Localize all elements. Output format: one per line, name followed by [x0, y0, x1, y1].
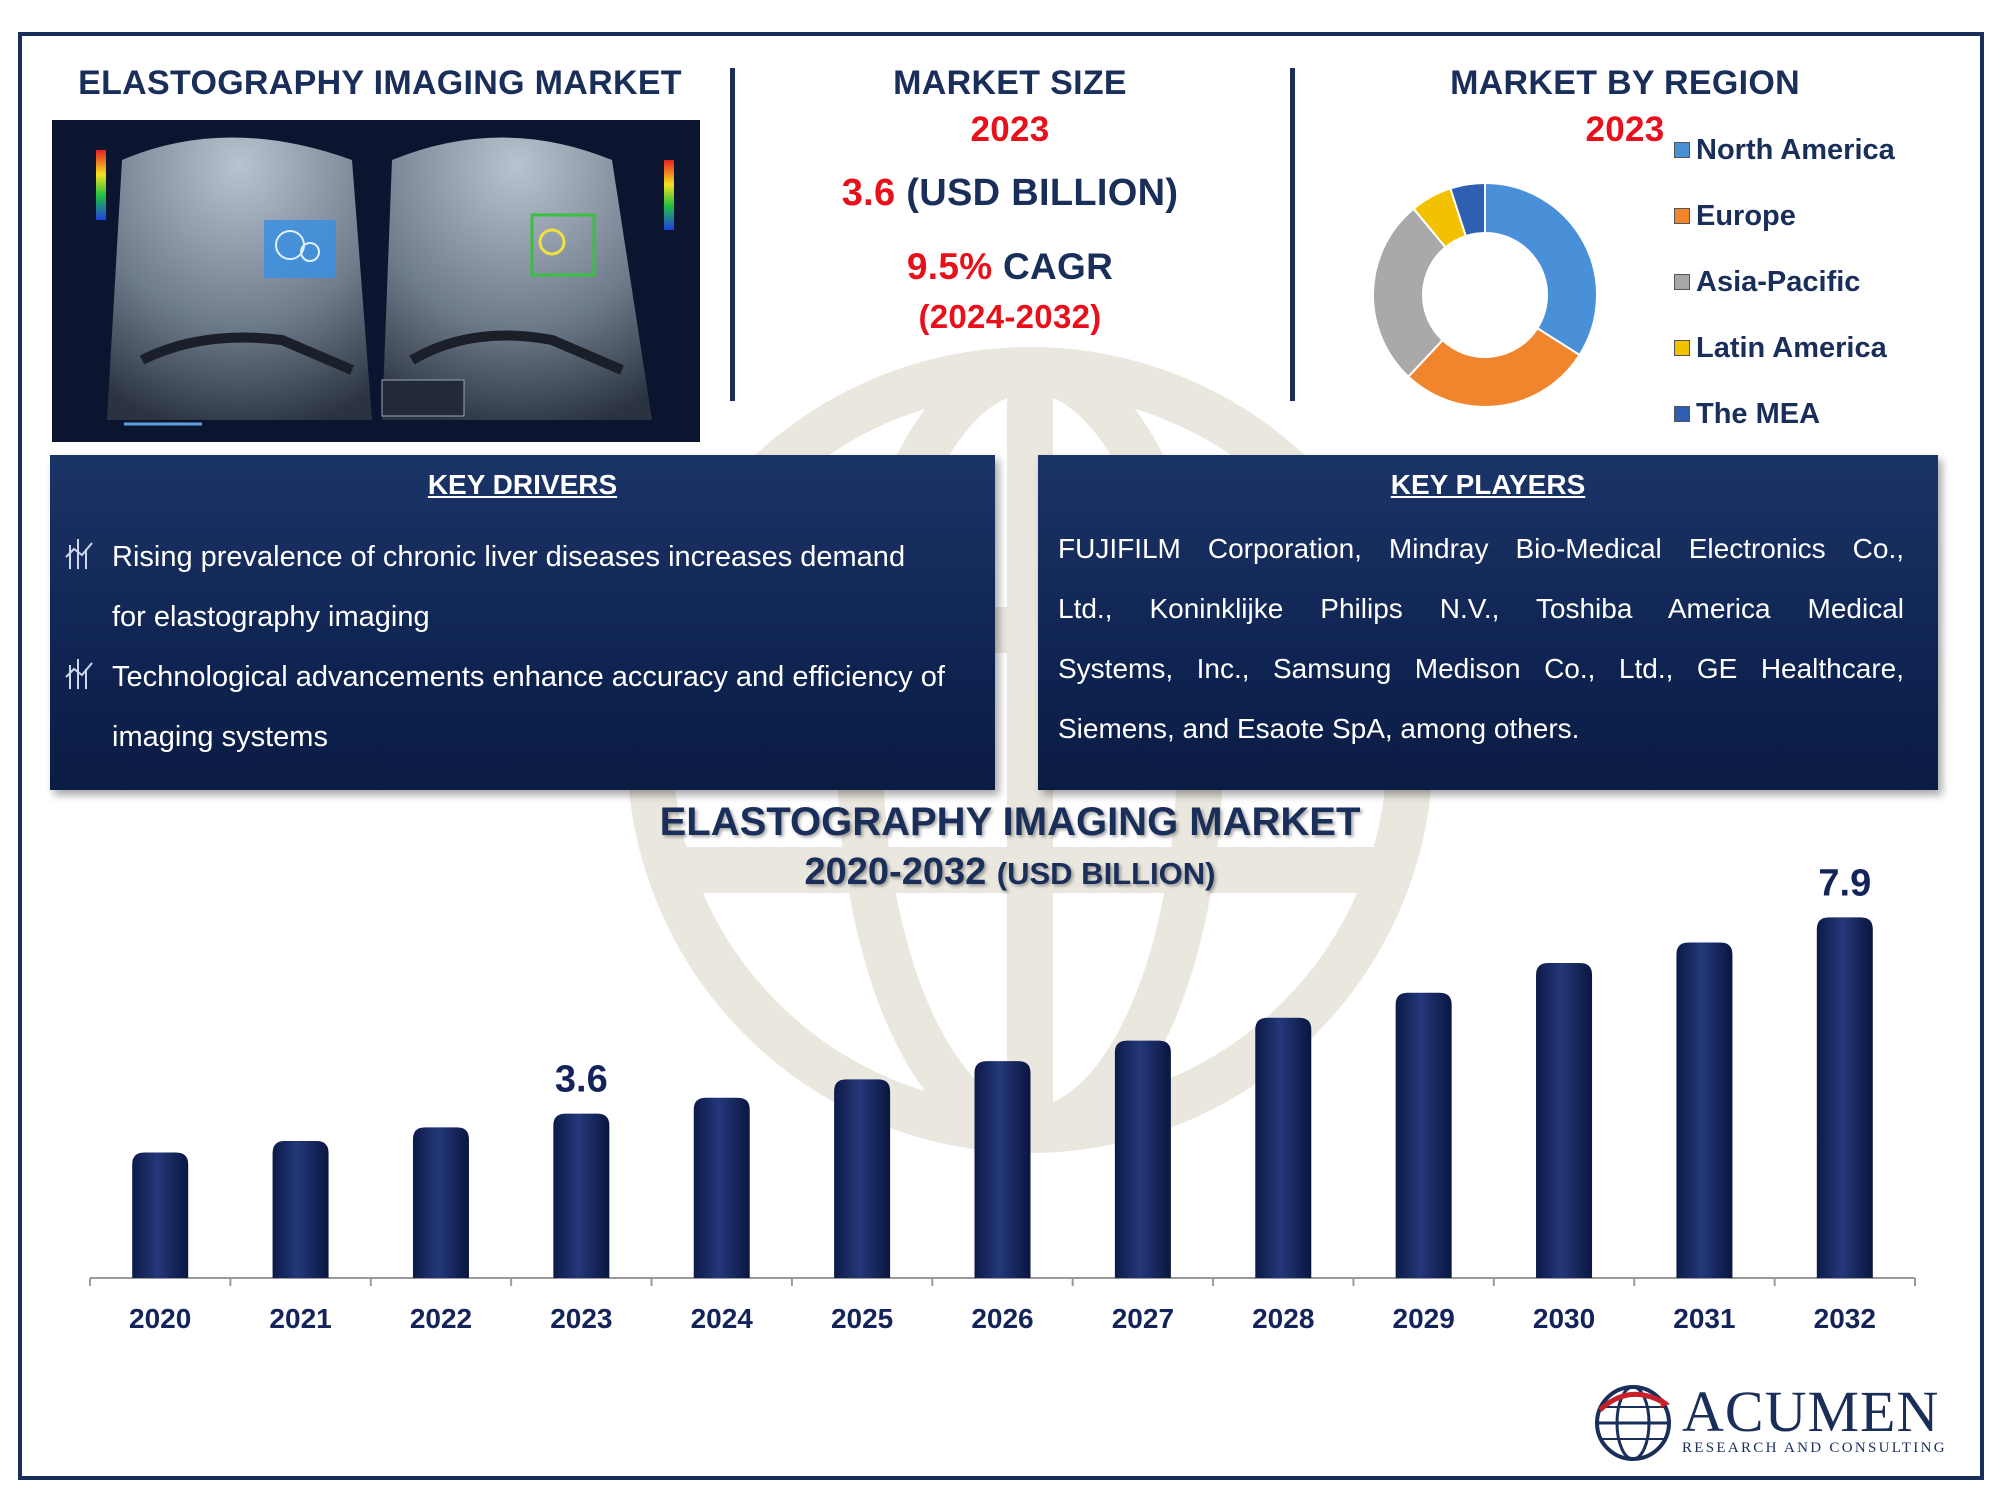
x-tick-label-2032: 2032	[1814, 1303, 1876, 1334]
legend-swatch-europe	[1674, 208, 1690, 224]
legend-asia-pacific: Asia-Pacific	[1674, 262, 1861, 302]
x-tick-label-2029: 2029	[1393, 1303, 1455, 1334]
bar-chart-title: ELASTOGRAPHY IMAGING MARKET 2020-2032 (U…	[640, 800, 1380, 894]
players-line-4: Siemens, and Esaote SpA, among others.	[1058, 713, 1580, 744]
bar-chart-years: 2020-2032	[804, 851, 987, 893]
bar-2027	[1114, 1040, 1171, 1278]
legend-label-the-mea: The MEA	[1696, 398, 1821, 430]
players-line-1: FUJIFILM Corporation, Mindray Bio-Medica…	[1058, 533, 1904, 564]
x-tick-label-2021: 2021	[269, 1303, 331, 1334]
x-tick-label-2028: 2028	[1252, 1303, 1314, 1334]
bar-chart-title-line-2: 2020-2032 (USD BILLION)	[640, 851, 1380, 894]
bar-2026	[974, 1061, 1031, 1278]
bar-chart-unit: (USD BILLION)	[996, 856, 1216, 891]
players-line-2: Ltd., Koninklijke Philips N.V., Toshiba …	[1058, 593, 1904, 624]
region-donut-chart	[1372, 181, 1598, 408]
legend-swatch-the-mea	[1674, 406, 1690, 422]
key-players-title: KEY PLAYERS	[1390, 469, 1586, 500]
market-size-number: 3.6	[841, 172, 896, 214]
region-year: 2023	[1585, 110, 1665, 149]
legend-swatch-north-america	[1674, 142, 1690, 158]
globe-logo-icon	[1595, 1385, 1671, 1461]
x-tick-label-2023: 2023	[550, 1303, 612, 1334]
bar-2028	[1255, 1017, 1312, 1278]
driver-1-line-2: for elastography imaging	[112, 601, 430, 633]
cagr-line: 9.5% CAGR	[790, 246, 1230, 288]
legend-north-america: North America	[1674, 130, 1895, 170]
logo-subtitle: RESEARCH AND CONSULTING	[1682, 1440, 1947, 1456]
market-title: ELASTOGRAPHY IMAGING MARKET	[78, 64, 682, 102]
bar-2023	[553, 1113, 610, 1278]
x-tick-label-2027: 2027	[1112, 1303, 1174, 1334]
x-tick-label-2020: 2020	[129, 1303, 191, 1334]
bar-chart-title-line-1: ELASTOGRAPHY IMAGING MARKET	[659, 800, 1361, 844]
bar-2029	[1395, 992, 1452, 1278]
bar-2024	[693, 1097, 750, 1278]
bar-2031	[1676, 942, 1733, 1278]
driver-2-line-2: imaging systems	[112, 721, 328, 753]
driver-1-line-1: Rising prevalence of chronic liver disea…	[112, 541, 906, 573]
legend-swatch-latin-america	[1674, 340, 1690, 356]
bar-2030	[1536, 963, 1593, 1278]
cagr-value: 9.5%	[906, 246, 993, 287]
legend-swatch-asia-pacific	[1674, 274, 1690, 290]
chart-bullet-icon	[65, 659, 93, 689]
players-line-3: Systems, Inc., Samsung Medison Co., Ltd.…	[1058, 653, 1904, 684]
cagr-period: (2024-2032)	[918, 298, 1102, 335]
legend-label-north-america: North America	[1696, 134, 1895, 166]
data-label-2032: 7.9	[1818, 862, 1871, 904]
market-size-year: 2023	[970, 110, 1050, 149]
x-tick-label-2025: 2025	[831, 1303, 893, 1334]
legend-label-asia-pacific: Asia-Pacific	[1696, 266, 1861, 298]
data-label-2023: 3.6	[555, 1059, 608, 1101]
x-tick-label-2030: 2030	[1533, 1303, 1595, 1334]
key-drivers-content: Rising prevalence of chronic liver disea…	[50, 455, 995, 790]
donut-slice-europe	[1406, 326, 1581, 408]
x-tick-label-2026: 2026	[971, 1303, 1033, 1334]
bar-2025	[834, 1079, 891, 1278]
chart-bullet-icon	[65, 539, 93, 569]
bar-2022	[412, 1127, 469, 1278]
key-drivers-title: KEY DRIVERS	[427, 469, 618, 500]
logo-name: ACUMEN	[1682, 1379, 1940, 1444]
legend-europe: Europe	[1674, 196, 1796, 236]
donut-slice-north-america	[1484, 181, 1598, 357]
key-drivers-panel: KEY DRIVERS	[50, 455, 995, 790]
header-divider-right	[1290, 68, 1295, 401]
donut-slice-the-mea	[1449, 181, 1486, 238]
region-title: MARKET BY REGION	[1450, 64, 1800, 102]
x-tick-label-2024: 2024	[691, 1303, 754, 1334]
legend-the-mea: The MEA	[1674, 394, 1821, 434]
driver-2-line-1: Technological advancements enhance accur…	[112, 661, 945, 693]
acumen-logo: ACUMEN RESEARCH AND CONSULTING	[1590, 1378, 1950, 1468]
bar-2032	[1816, 917, 1873, 1278]
legend-label-europe: Europe	[1696, 200, 1796, 232]
key-players-panel: KEY PLAYERS FUJIFILM Corporation, Mindra…	[1038, 455, 1938, 790]
donut-slice-asia-pacific	[1372, 207, 1447, 379]
bar-2020	[132, 1152, 189, 1278]
bar-2021	[272, 1141, 329, 1278]
x-tick-label-2022: 2022	[410, 1303, 472, 1334]
ultrasound-elastography-image	[52, 120, 700, 442]
market-size-unit: (USD BILLION)	[906, 172, 1179, 214]
market-size-value: 3.6 (USD BILLION)	[790, 172, 1230, 215]
header-divider-left	[730, 68, 735, 401]
cagr-label: CAGR	[1003, 246, 1114, 287]
legend-latin-america: Latin America	[1674, 328, 1887, 368]
x-tick-label-2031: 2031	[1673, 1303, 1735, 1334]
infographic-frame	[18, 32, 1984, 1480]
legend-label-latin-america: Latin America	[1696, 332, 1887, 364]
market-size-title: MARKET SIZE	[893, 64, 1127, 102]
